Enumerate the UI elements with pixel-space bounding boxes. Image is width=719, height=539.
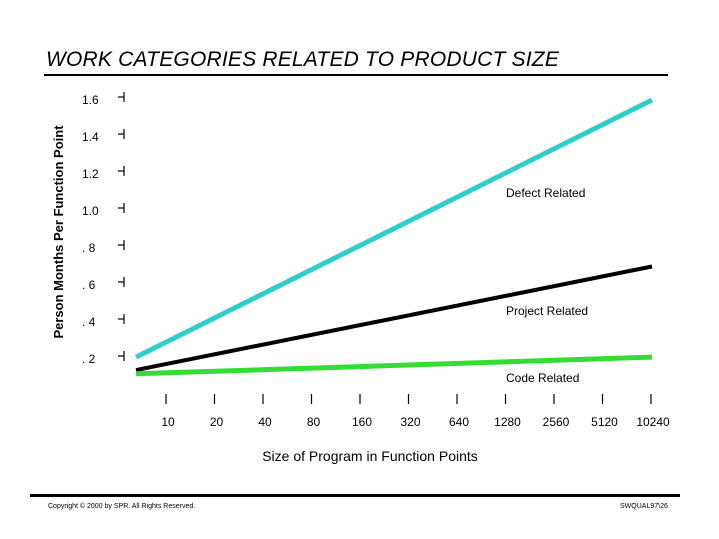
y-tick-label: 1.6 bbox=[82, 93, 99, 107]
copyright-notice: Copyright © 2000 by SPR. All Rights Rese… bbox=[48, 503, 196, 510]
series-line-project-related bbox=[135, 264, 653, 373]
page-title: WORK CATEGORIES RELATED TO PRODUCT SIZE bbox=[46, 48, 560, 71]
series-label-project-related: Project Related bbox=[506, 304, 588, 318]
x-tick-label: 5120 bbox=[591, 415, 618, 429]
y-axis-label: Person Months Per Function Point bbox=[51, 125, 66, 339]
x-tick-label: 640 bbox=[449, 415, 469, 429]
x-axis-label: Size of Program in Function Points bbox=[262, 448, 478, 464]
x-tick-label: 2560 bbox=[543, 415, 570, 429]
y-tick-label: . 8 bbox=[82, 241, 96, 255]
title-underline bbox=[44, 74, 668, 76]
series-label-code-related: Code Related bbox=[506, 371, 579, 385]
document-id: SWQUAL97\26 bbox=[620, 503, 668, 510]
y-axis-ticks: 1.6 1.4 1.2 1.0 . 8 . 6 . 4 . 2 bbox=[82, 92, 125, 366]
x-tick-label: 10240 bbox=[636, 415, 670, 429]
x-tick-label: 40 bbox=[258, 415, 272, 429]
series-label-defect-related: Defect Related bbox=[506, 186, 585, 200]
y-tick-label: 1.0 bbox=[82, 204, 99, 218]
footer-divider bbox=[30, 494, 680, 497]
series-lines bbox=[134, 97, 654, 377]
series-line-defect-related bbox=[134, 97, 654, 360]
x-axis-ticks: 10 20 40 80 160 320 640 1280 2560 5120 10240 bbox=[161, 394, 670, 429]
y-tick-label: . 4 bbox=[82, 315, 96, 329]
x-tick-label: 1280 bbox=[494, 415, 521, 429]
series-labels: Defect Related Project Related Code Relate… bbox=[506, 186, 588, 385]
y-tick-label: . 6 bbox=[82, 278, 96, 292]
x-tick-label: 320 bbox=[400, 415, 420, 429]
x-tick-label: 80 bbox=[307, 415, 321, 429]
x-tick-label: 10 bbox=[161, 415, 175, 429]
y-tick-label: 1.4 bbox=[82, 130, 99, 144]
y-tick-label: . 2 bbox=[82, 352, 96, 366]
x-tick-label: 160 bbox=[352, 415, 372, 429]
x-tick-label: 20 bbox=[210, 415, 224, 429]
series-line-code-related bbox=[135, 354, 653, 377]
y-tick-label: 1.2 bbox=[82, 167, 99, 181]
